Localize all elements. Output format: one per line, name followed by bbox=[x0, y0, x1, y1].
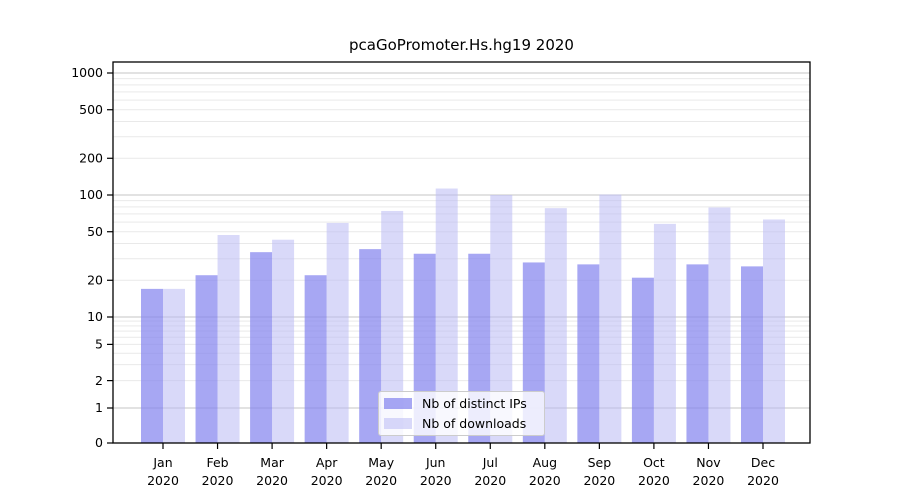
y-tick-label: 0 bbox=[95, 435, 103, 450]
y-tick-label: 5 bbox=[95, 337, 103, 352]
x-tick-label-year: 2020 bbox=[420, 473, 452, 488]
x-tick-label-month: Aug bbox=[533, 455, 557, 470]
bar-downloads-jun bbox=[435, 188, 458, 443]
y-tick-label: 100 bbox=[79, 187, 103, 202]
legend-swatch-downloads bbox=[384, 417, 412, 429]
y-tick-label: 200 bbox=[79, 150, 103, 165]
y-tick-label: 2 bbox=[95, 373, 103, 388]
bar-downloads-oct bbox=[653, 223, 676, 443]
bar-distinct-ips-sep bbox=[577, 264, 600, 443]
x-tick-label-month: Jul bbox=[482, 455, 498, 470]
legend-swatch-distinct-ips bbox=[384, 398, 412, 410]
legend-label-downloads: Nb of downloads bbox=[422, 415, 527, 431]
bar-downloads-apr bbox=[326, 222, 349, 443]
bar-distinct-ips-oct bbox=[631, 277, 654, 443]
x-tick-label-month: Nov bbox=[696, 455, 721, 470]
legend-item-distinct-ips: Nb of distinct IPs bbox=[379, 396, 544, 411]
x-tick-label-year: 2020 bbox=[529, 473, 561, 488]
x-tick-label-month: Dec bbox=[751, 455, 775, 470]
y-tick-label: 20 bbox=[87, 272, 103, 287]
x-tick-label-month: Oct bbox=[643, 455, 665, 470]
x-tick-label-year: 2020 bbox=[365, 473, 397, 488]
x-tick-label-month: Jun bbox=[425, 455, 446, 470]
x-tick-label-month: Feb bbox=[206, 455, 228, 470]
bar-distinct-ips-may bbox=[359, 249, 382, 443]
legend-label-distinct-ips: Nb of distinct IPs bbox=[422, 396, 527, 412]
legend-item-downloads: Nb of downloads bbox=[379, 416, 544, 431]
bar-distinct-ips-dec bbox=[741, 266, 763, 443]
x-tick-label-month: Apr bbox=[316, 455, 338, 470]
x-tick-label-month: Mar bbox=[260, 455, 284, 470]
y-tick-label: 1000 bbox=[71, 65, 103, 80]
chart-title: pcaGoPromoter.Hs.hg19 2020 bbox=[349, 36, 574, 54]
bar-downloads-may bbox=[381, 210, 404, 443]
legend: Nb of distinct IPs Nb of downloads bbox=[378, 391, 545, 436]
bar-downloads-mar bbox=[272, 239, 295, 443]
plot-border bbox=[112, 61, 811, 444]
y-tick-label: 50 bbox=[87, 224, 103, 239]
bar-downloads-feb bbox=[217, 235, 240, 443]
bar-distinct-ips-nov bbox=[686, 264, 709, 443]
bar-downloads-aug bbox=[544, 208, 567, 443]
x-tick-label-month: May bbox=[368, 455, 394, 470]
x-tick-label-year: 2020 bbox=[693, 473, 725, 488]
x-tick-label-month: Jan bbox=[152, 455, 172, 470]
bar-distinct-ips-feb bbox=[195, 275, 218, 443]
x-tick-label-year: 2020 bbox=[474, 473, 506, 488]
x-tick-label-year: 2020 bbox=[638, 473, 670, 488]
y-tick-label: 500 bbox=[79, 102, 103, 117]
x-tick-label-month: Sep bbox=[588, 455, 612, 470]
x-tick-label-year: 2020 bbox=[747, 473, 779, 488]
x-tick-label-year: 2020 bbox=[256, 473, 288, 488]
bar-distinct-ips-mar bbox=[250, 252, 273, 443]
bar-downloads-jan bbox=[163, 288, 185, 443]
x-tick-label-year: 2020 bbox=[147, 473, 179, 488]
x-tick-label-year: 2020 bbox=[583, 473, 615, 488]
x-tick-label-year: 2020 bbox=[202, 473, 234, 488]
y-tick-label: 1 bbox=[95, 400, 103, 415]
bar-downloads-jul bbox=[490, 195, 513, 443]
bar-distinct-ips-apr bbox=[304, 275, 327, 443]
bar-downloads-sep bbox=[599, 194, 622, 443]
bar-downloads-dec bbox=[763, 219, 785, 443]
bar-downloads-nov bbox=[708, 207, 731, 443]
y-tick-label: 10 bbox=[87, 309, 103, 324]
bar-distinct-ips-jan bbox=[141, 288, 163, 443]
x-tick-label-year: 2020 bbox=[311, 473, 343, 488]
